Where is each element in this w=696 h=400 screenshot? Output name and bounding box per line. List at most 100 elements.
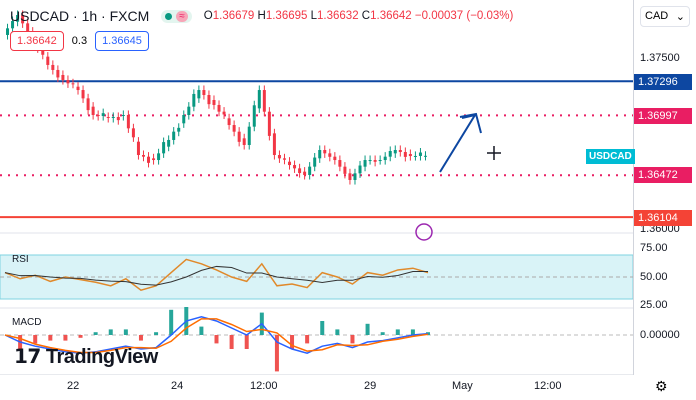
candle bbox=[242, 138, 246, 145]
candle bbox=[46, 56, 50, 65]
candle bbox=[333, 156, 337, 161]
candle bbox=[313, 157, 317, 167]
macd-histogram-bar bbox=[365, 323, 370, 335]
macd-histogram-bar bbox=[154, 332, 159, 335]
time-tick: May bbox=[452, 380, 473, 392]
candle bbox=[177, 127, 181, 132]
rsi-ma-line bbox=[4, 265, 428, 286]
candle bbox=[267, 111, 271, 136]
macd-histogram-bar bbox=[214, 335, 219, 344]
candle bbox=[212, 99, 216, 105]
macd-histogram-bar bbox=[138, 335, 143, 341]
candle bbox=[257, 90, 261, 109]
data-delay-icon: ≈ bbox=[176, 10, 188, 22]
currency-select[interactable]: CAD ⌄ bbox=[640, 6, 690, 27]
macd-histogram-bar bbox=[169, 309, 174, 335]
candle bbox=[282, 158, 286, 160]
candle bbox=[207, 95, 211, 105]
sell-button[interactable]: 1.36642 bbox=[10, 31, 64, 51]
lightning-event-icon bbox=[415, 223, 433, 241]
symbol-price-tag: USDCAD bbox=[586, 149, 635, 164]
candle bbox=[343, 166, 347, 174]
candle bbox=[41, 48, 45, 55]
candle bbox=[288, 161, 292, 166]
candle bbox=[363, 160, 367, 167]
rsi-tick: 25.00 bbox=[640, 299, 668, 311]
price-chart[interactable] bbox=[0, 0, 633, 375]
candle bbox=[16, 15, 20, 22]
candle bbox=[323, 149, 327, 154]
buy-button[interactable]: 1.36645 bbox=[95, 31, 149, 51]
candle bbox=[131, 128, 135, 138]
candle bbox=[227, 118, 231, 126]
candle bbox=[303, 171, 307, 175]
candle bbox=[187, 106, 191, 115]
candle bbox=[11, 21, 15, 29]
candle bbox=[338, 160, 342, 167]
candle bbox=[157, 153, 161, 161]
candle bbox=[96, 115, 100, 116]
time-tick: 29 bbox=[364, 380, 377, 392]
candle bbox=[358, 165, 362, 174]
macd-label[interactable]: MACD bbox=[12, 317, 42, 328]
macd-histogram-bar bbox=[410, 329, 415, 335]
price-tick: 1.37500 bbox=[640, 52, 680, 64]
arrow-drawing bbox=[439, 113, 478, 173]
candle bbox=[66, 80, 70, 84]
candle bbox=[197, 90, 201, 99]
tradingview-logo[interactable]: 𝟭𝟳 TradingView bbox=[14, 346, 158, 368]
candle bbox=[111, 116, 115, 118]
candle bbox=[172, 131, 176, 140]
spread: 0.3 bbox=[71, 35, 88, 47]
ohlc-values: O1.36679 H1.36695 L1.36632 C1.36642 −0.0… bbox=[203, 10, 514, 22]
candle bbox=[86, 98, 90, 111]
candle bbox=[388, 150, 392, 157]
candle bbox=[202, 90, 206, 96]
macd-histogram-bar bbox=[48, 335, 53, 341]
chart-legend: USDCAD · 1h · FXCM ≈ O1.36679 H1.36695 L… bbox=[10, 8, 513, 24]
candle bbox=[81, 90, 85, 99]
rsi-tick: 75.00 bbox=[640, 242, 668, 254]
candle bbox=[162, 142, 166, 154]
macd-histogram-bar bbox=[380, 332, 385, 335]
candle bbox=[141, 155, 145, 157]
candle bbox=[413, 155, 417, 157]
candle bbox=[232, 125, 236, 132]
crosshair-cursor bbox=[487, 146, 501, 160]
rsi-label[interactable]: RSI bbox=[12, 254, 29, 265]
time-tick: 12:00 bbox=[534, 380, 562, 392]
candle bbox=[262, 90, 266, 112]
rsi-line bbox=[4, 258, 429, 292]
candle bbox=[247, 126, 251, 145]
candle bbox=[21, 15, 25, 24]
candle bbox=[6, 28, 10, 35]
macd-histogram-bar bbox=[274, 335, 279, 372]
candle bbox=[293, 165, 297, 169]
candle bbox=[91, 106, 95, 115]
price-tick: 1.36000 bbox=[640, 223, 680, 235]
level-label: 1.36472 bbox=[634, 167, 692, 183]
settings-icon[interactable]: ⚙ bbox=[655, 378, 668, 394]
candle bbox=[418, 152, 422, 156]
market-open-icon bbox=[165, 12, 173, 20]
symbol-title[interactable]: USDCAD · 1h · FXCM bbox=[10, 8, 150, 24]
price-axis[interactable] bbox=[633, 0, 696, 375]
candle bbox=[373, 160, 377, 162]
time-tick: 24 bbox=[171, 380, 184, 392]
candle bbox=[368, 160, 372, 162]
candle bbox=[318, 149, 322, 159]
candle bbox=[26, 23, 30, 33]
candle bbox=[192, 93, 196, 107]
candle bbox=[348, 173, 352, 180]
macd-histogram-bar bbox=[395, 329, 400, 335]
macd-histogram-bar bbox=[320, 321, 325, 335]
candle bbox=[147, 156, 151, 163]
macd-histogram-bar bbox=[123, 329, 128, 335]
candle bbox=[76, 86, 80, 91]
candle bbox=[393, 149, 397, 154]
market-status[interactable]: ≈ bbox=[161, 9, 192, 23]
candle bbox=[121, 115, 125, 116]
candle bbox=[182, 115, 186, 124]
macd-histogram-bar bbox=[78, 335, 83, 338]
candle bbox=[126, 115, 130, 129]
